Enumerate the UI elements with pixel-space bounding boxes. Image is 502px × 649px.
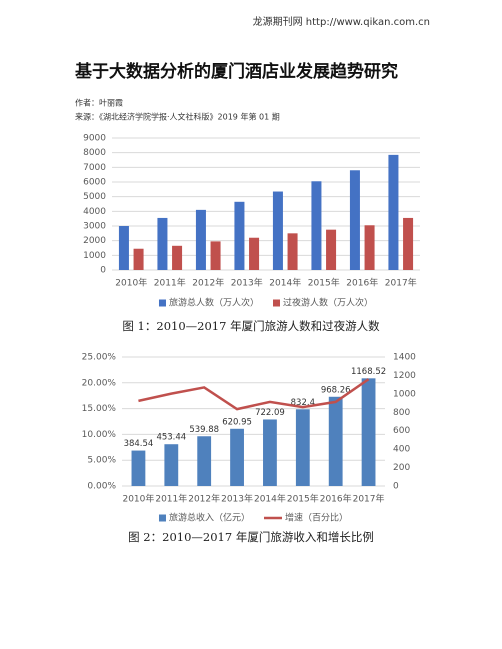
line xyxy=(138,378,370,411)
x-tick-label: 2012年 xyxy=(188,493,220,505)
y-tick-label: 20.00% xyxy=(82,378,117,388)
source: 来源：《湖北经济学院学报·人文社科版》2019 年第 01 期 xyxy=(75,112,280,122)
bar xyxy=(234,201,245,270)
bar xyxy=(361,378,376,486)
y2-tick-label: 600 xyxy=(393,426,410,436)
bar xyxy=(326,229,337,270)
x-tick-label: 2014年 xyxy=(254,493,286,505)
y2-tick-label: 200 xyxy=(393,463,410,473)
bar xyxy=(131,450,146,486)
y-tick-label: 4000 xyxy=(83,207,106,217)
y-tick-label: 2000 xyxy=(83,236,106,246)
bar xyxy=(172,245,183,270)
y2-tick-label: 1200 xyxy=(393,371,416,381)
legend-label: 旅游总人数（万人次） xyxy=(169,297,259,309)
x-tick-label: 2011年 xyxy=(155,493,187,505)
legend-label: 过夜游人数（万人次） xyxy=(283,297,373,309)
legend: 旅游总收入（亿元） 增速（百分比） xyxy=(158,512,348,524)
x-tick-label: 2017年 xyxy=(385,277,417,289)
bar xyxy=(263,419,277,486)
doc-title: 基于大数据分析的厦门酒店业发展趋势研究 xyxy=(74,61,398,82)
bar xyxy=(195,209,206,270)
y2-tick-label: 1400 xyxy=(393,353,416,363)
bar xyxy=(388,154,399,270)
y2-tick-label: 0 xyxy=(393,482,399,492)
data-label: 722.09 xyxy=(255,408,285,418)
x-tick-label: 2011年 xyxy=(154,277,186,289)
data-label: 620.95 xyxy=(222,417,252,427)
data-label: 1168.52 xyxy=(351,367,386,377)
data-label: 968.26 xyxy=(321,385,351,395)
legend: 旅游总人数（万人次） 过夜游人数（万人次） xyxy=(158,297,373,309)
x-tick-label: 2015年 xyxy=(287,493,319,505)
y-tick-label: 25.00% xyxy=(82,353,117,363)
y-tick-label: 1000 xyxy=(83,251,106,261)
bar xyxy=(272,191,283,270)
bar xyxy=(197,436,212,486)
legend-swatch xyxy=(158,299,166,307)
bar xyxy=(311,181,322,270)
figure-caption: 图 2：2010—2017 年厦门旅游收入和增长比例 xyxy=(128,530,374,544)
bar xyxy=(349,170,360,270)
bar xyxy=(295,409,310,486)
x-tick-label: 2017年 xyxy=(353,493,385,505)
y-tick-label: 5000 xyxy=(83,192,106,202)
x-tick-label: 2013年 xyxy=(221,493,253,505)
legend-label: 增速（百分比） xyxy=(285,512,348,524)
bar xyxy=(328,396,343,486)
y2-tick-label: 400 xyxy=(393,445,410,455)
legend-label: 旅游总收入（亿元） xyxy=(169,512,250,524)
y-tick-label: 10.00% xyxy=(82,430,117,440)
data-label: 384.54 xyxy=(124,439,154,449)
author: 作者：叶丽霞 xyxy=(75,98,123,108)
y-tick-label: 0 xyxy=(100,266,106,276)
x-tick-label: 2010年 xyxy=(122,493,154,505)
x-tick-label: 2013年 xyxy=(231,277,263,289)
y-tick-label: 15.00% xyxy=(82,404,117,414)
bar xyxy=(364,225,375,270)
y-tick-label: 5.00% xyxy=(87,456,116,466)
y-tick-label: 0.00% xyxy=(87,482,116,492)
bar xyxy=(287,233,298,270)
x-tick-label: 2015年 xyxy=(308,277,340,289)
bar xyxy=(164,444,179,486)
x-tick-label: 2012年 xyxy=(192,277,224,289)
bar xyxy=(249,237,260,270)
x-tick-label: 2016年 xyxy=(346,277,378,289)
y2-tick-label: 1000 xyxy=(393,389,416,399)
x-tick-label: 2010年 xyxy=(115,277,147,289)
bar xyxy=(133,248,144,270)
y-tick-label: 9000 xyxy=(83,134,106,144)
site-header: 龙源期刊网 http://www.qikan.com.cn xyxy=(253,15,430,28)
y-tick-label: 6000 xyxy=(83,178,106,188)
y-tick-label: 8000 xyxy=(83,148,106,158)
data-label: 453.44 xyxy=(156,433,186,443)
data-label: 539.88 xyxy=(189,425,219,435)
legend-swatch xyxy=(273,299,280,307)
figure-caption: 图 1：2010—2017 年厦门旅游人数和过夜游人数 xyxy=(122,319,380,333)
bar xyxy=(230,428,244,486)
x-tick-label: 2014年 xyxy=(269,277,301,289)
bar xyxy=(157,217,168,270)
legend-swatch xyxy=(158,514,166,522)
y-tick-label: 7000 xyxy=(83,163,106,173)
bar xyxy=(118,226,129,270)
y2-tick-label: 800 xyxy=(393,408,410,418)
y-tick-label: 3000 xyxy=(83,222,106,232)
bar xyxy=(210,241,221,270)
bar xyxy=(403,217,414,270)
x-tick-label: 2016年 xyxy=(320,493,352,505)
data-label: 832.4 xyxy=(291,398,315,408)
